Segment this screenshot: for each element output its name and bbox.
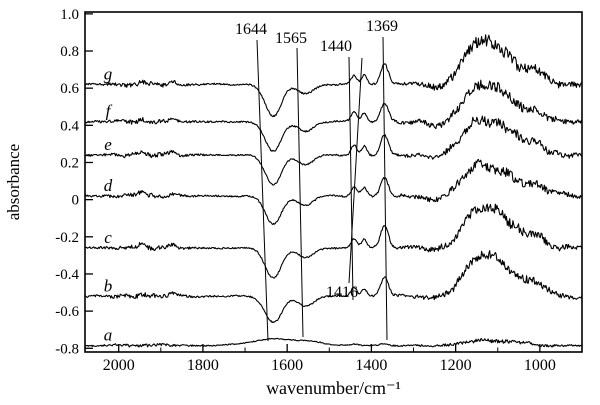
x-tick-label: 1400 xyxy=(355,357,387,374)
y-tick-label: 0.4 xyxy=(60,118,79,134)
y-tick-label: -0.2 xyxy=(55,230,79,246)
x-tick-label: 2000 xyxy=(103,357,135,374)
spectrum-c-curve xyxy=(84,203,583,279)
spectrum-e-curve xyxy=(84,115,583,186)
spectrum-d-curve xyxy=(84,158,583,226)
spectrum-e-label: e xyxy=(104,135,112,154)
peak-label-1565: 1565 xyxy=(275,30,307,47)
x-tick-label: 1000 xyxy=(524,357,556,374)
y-tick-label: 1.0 xyxy=(60,7,79,23)
peak-line-1416 xyxy=(348,57,363,284)
spectrum-g-label: g xyxy=(104,64,113,83)
y-axis-label: absorbance xyxy=(4,143,23,221)
y-tick-label: 0 xyxy=(72,193,80,209)
x-axis-label: wavenumber/cm⁻¹ xyxy=(266,378,401,398)
spectrum-f-curve xyxy=(84,79,583,152)
spectrum-f-label: f xyxy=(106,102,113,121)
peak-line-1440 xyxy=(348,56,354,301)
x-tick-label: 1200 xyxy=(440,357,472,374)
spectrum-a-label: a xyxy=(104,325,113,344)
plot-frame xyxy=(84,11,583,353)
peak-label-1369: 1369 xyxy=(366,18,398,35)
spectrum-a-curve xyxy=(85,337,583,348)
x-tick-label: 1600 xyxy=(271,357,303,374)
y-tick-label: -0.4 xyxy=(55,267,79,283)
peak-label-1644: 1644 xyxy=(235,21,267,38)
y-tick-label: 0.6 xyxy=(60,81,79,97)
spectrum-b-label: b xyxy=(104,276,113,295)
peak-label-1440: 1440 xyxy=(320,38,352,55)
y-tick-label: -0.6 xyxy=(55,304,79,320)
peak-line-1369 xyxy=(382,36,388,341)
spectrum-b-curve xyxy=(84,250,583,324)
y-tick-label: 0.8 xyxy=(60,44,79,60)
spectrum-d-label: d xyxy=(104,176,113,195)
spectrum-g-curve xyxy=(84,34,583,118)
spectrum-c-label: c xyxy=(104,228,112,247)
peak-label-1416: 1416 xyxy=(326,284,358,301)
y-tick-label: 0.2 xyxy=(60,155,79,171)
y-tick-label: -0.8 xyxy=(55,341,79,357)
x-tick-label: 1800 xyxy=(187,357,219,374)
peak-line-1644 xyxy=(256,39,269,342)
peak-line-1565 xyxy=(296,47,304,338)
